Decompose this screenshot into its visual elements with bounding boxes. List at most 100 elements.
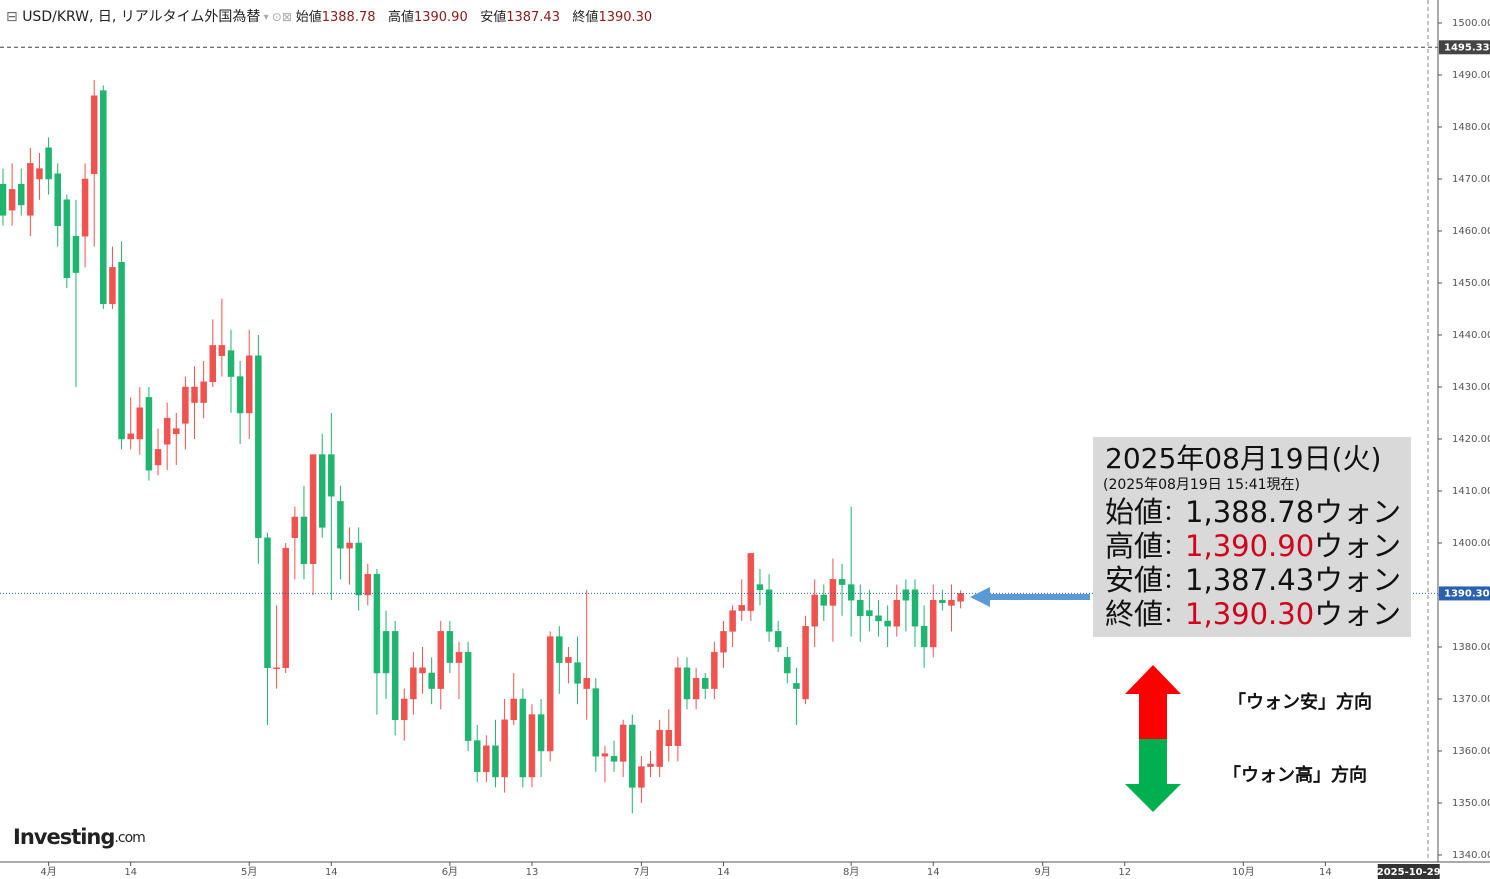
candle-body: [127, 433, 134, 440]
x-tick-label: 2025-10-29: [1377, 867, 1441, 878]
candle-body: [665, 729, 673, 747]
candle-body: [765, 589, 773, 632]
candle-body: [692, 677, 700, 700]
x-tick-label: 6月: [442, 866, 458, 878]
info-unit: ウォン: [1314, 597, 1401, 631]
candle-body: [893, 599, 901, 627]
dropdown-icon[interactable]: ▾: [260, 12, 271, 23]
x-crosshair-label-bg: [1377, 864, 1440, 879]
x-tick-label: 9月: [1034, 866, 1050, 878]
candle-body: [218, 345, 226, 357]
x-tick-label: 8月: [843, 866, 859, 878]
y-tick-label: 1420.00: [1452, 434, 1490, 445]
candle-body: [318, 454, 326, 528]
candle-body: [464, 651, 472, 741]
field-value: 1390.30: [598, 10, 652, 25]
field-value: 1390.90: [414, 10, 468, 25]
candle-body: [756, 584, 764, 591]
candle-body: [282, 547, 289, 669]
price-label-bg: [1439, 40, 1490, 55]
candle-body: [437, 631, 445, 689]
logo: Investing.com: [13, 825, 145, 849]
candle-body: [729, 610, 736, 632]
info-label: 安値: [1105, 563, 1163, 597]
x-tick-label: 5月: [241, 866, 257, 878]
candle-body: [355, 542, 362, 596]
candle-body: [638, 766, 645, 788]
info-separator: ：: [1163, 569, 1185, 594]
candle-body: [711, 651, 718, 689]
candle-body: [683, 667, 691, 700]
annotation: 「ウォン高」方向: [1223, 764, 1367, 786]
candle-body: [0, 183, 7, 216]
candle-body: [537, 714, 545, 752]
candle-body: [300, 516, 308, 565]
x-tick-label: 4月: [40, 866, 56, 878]
candle-body: [81, 178, 89, 237]
candle-body: [829, 579, 837, 606]
candle-body: [793, 683, 800, 689]
info-separator: ：: [1163, 501, 1185, 526]
candle-body: [163, 417, 171, 445]
candle-body: [592, 688, 600, 757]
candle-body: [209, 345, 217, 383]
y-tick-label: 1480.00: [1452, 122, 1490, 133]
candle-body: [546, 636, 554, 752]
candle-body: [236, 376, 244, 414]
info-row: 高値：1,390.90ウォン: [1105, 529, 1401, 563]
candle-body: [556, 636, 563, 663]
candle-body: [528, 714, 536, 778]
candle-body: [45, 147, 52, 180]
candle-body: [100, 90, 107, 305]
candle-body: [619, 724, 627, 762]
candle-body: [601, 753, 609, 757]
x-tick-label: 14: [325, 867, 338, 878]
candle-body: [182, 386, 189, 424]
candle-body: [455, 651, 463, 663]
candle-body: [136, 407, 144, 440]
info-separator: ：: [1163, 603, 1185, 628]
candle-body: [401, 698, 408, 721]
x-tick-label: 14: [124, 867, 137, 878]
candle-body: [674, 667, 682, 747]
candle-body: [510, 698, 517, 721]
candle-body: [811, 594, 818, 627]
pointer-arrow-head: [970, 587, 990, 607]
candle-body: [802, 625, 809, 700]
candle-body: [17, 183, 25, 206]
field-value: 1387.43: [506, 10, 560, 25]
price-label-bg: [1439, 586, 1490, 601]
candle-body: [920, 625, 928, 648]
marks: [0, 22, 1442, 866]
field-label: 始値: [296, 9, 322, 25]
candle-body: [929, 599, 937, 648]
y-tick-label: 1410.00: [1452, 486, 1490, 497]
field-label: 高値: [388, 9, 414, 25]
y-tick-label: 1380.00: [1452, 642, 1490, 653]
info-label: 高値: [1105, 529, 1163, 563]
candle-body: [902, 589, 910, 601]
candle-body: [911, 589, 919, 627]
y-tick-label: 1500.00: [1452, 18, 1490, 29]
candle-body: [957, 593, 964, 602]
candle-body: [610, 755, 618, 762]
candle-body: [245, 355, 253, 414]
candle-body: [866, 610, 873, 617]
candle-body: [875, 615, 882, 622]
candle-body: [784, 657, 791, 674]
candle-body: [419, 667, 426, 674]
candle-body: [273, 667, 280, 670]
candle-body: [747, 553, 755, 611]
icons[interactable]: ⊙⊠: [272, 10, 296, 24]
info-value: 1,387.43: [1185, 563, 1314, 597]
candle-body: [473, 740, 481, 773]
candle-body: [820, 594, 828, 606]
field-label: 安値: [480, 9, 506, 25]
candle-body: [90, 95, 98, 175]
logo-main: Investing: [13, 825, 114, 849]
info-box: [1093, 437, 1411, 637]
info-title: 2025年08月19日(火): [1105, 442, 1381, 475]
candle-body: [948, 599, 955, 606]
price-label: 1390.30: [1444, 588, 1490, 599]
y-tick-label: 1370.00: [1452, 694, 1490, 705]
